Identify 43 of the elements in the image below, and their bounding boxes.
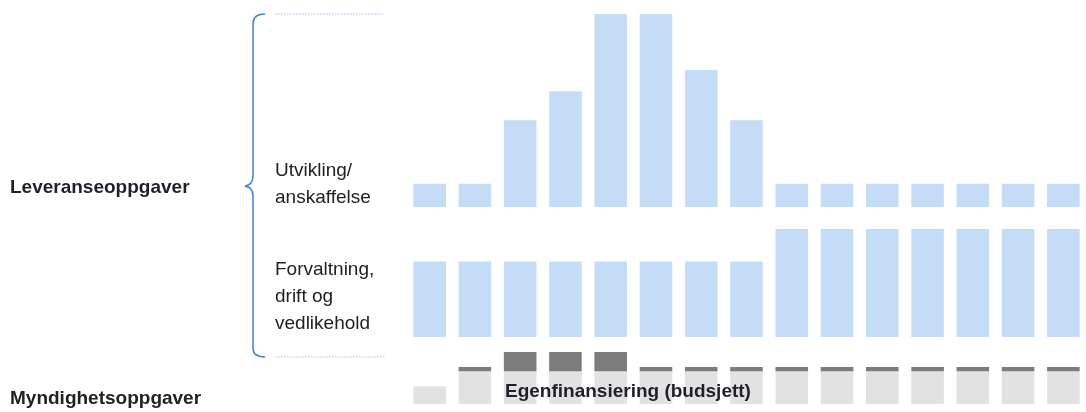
bar: [458, 183, 492, 207]
bar: [684, 69, 718, 207]
bar: [503, 120, 537, 207]
bar: [639, 367, 673, 372]
bar: [820, 371, 854, 404]
bar: [413, 386, 446, 404]
y-axis-title: Forvaltning, drift og vedlikehold: [275, 258, 380, 333]
bar: [866, 367, 899, 372]
bar: [730, 120, 763, 207]
bar: [956, 371, 990, 404]
bar: [911, 367, 944, 372]
bar: [413, 183, 446, 207]
bar: [866, 183, 899, 207]
y-axis-title: Myndighetsoppgaver: [10, 387, 202, 408]
bar: [594, 14, 627, 207]
bar: [639, 14, 673, 207]
bar: [866, 371, 899, 404]
bar: [775, 367, 809, 372]
bar: [956, 183, 990, 207]
y-axis-title: Utvikling/ anskaffelse: [275, 159, 371, 207]
bar: [594, 352, 627, 372]
bar: [775, 371, 809, 404]
bar: [458, 367, 492, 372]
bar: [775, 183, 809, 207]
bar: [1047, 367, 1080, 372]
bar: [549, 352, 582, 372]
bar: [911, 371, 944, 404]
bar: [684, 367, 718, 372]
bar: [956, 367, 990, 372]
bar: [1047, 183, 1080, 207]
bar: [1001, 371, 1035, 404]
bar: [1001, 367, 1035, 372]
bar: [458, 371, 492, 404]
bar: [911, 183, 944, 207]
bar: [1001, 183, 1035, 207]
bar: [503, 352, 537, 372]
text: Leveranseoppgaver: [10, 176, 191, 197]
bar: [820, 183, 854, 207]
bar: [549, 91, 582, 207]
bar: [820, 367, 854, 372]
bar: [730, 367, 763, 372]
annotation: Egenfinansiering (budsjett): [505, 380, 751, 401]
bar: [1047, 371, 1080, 404]
